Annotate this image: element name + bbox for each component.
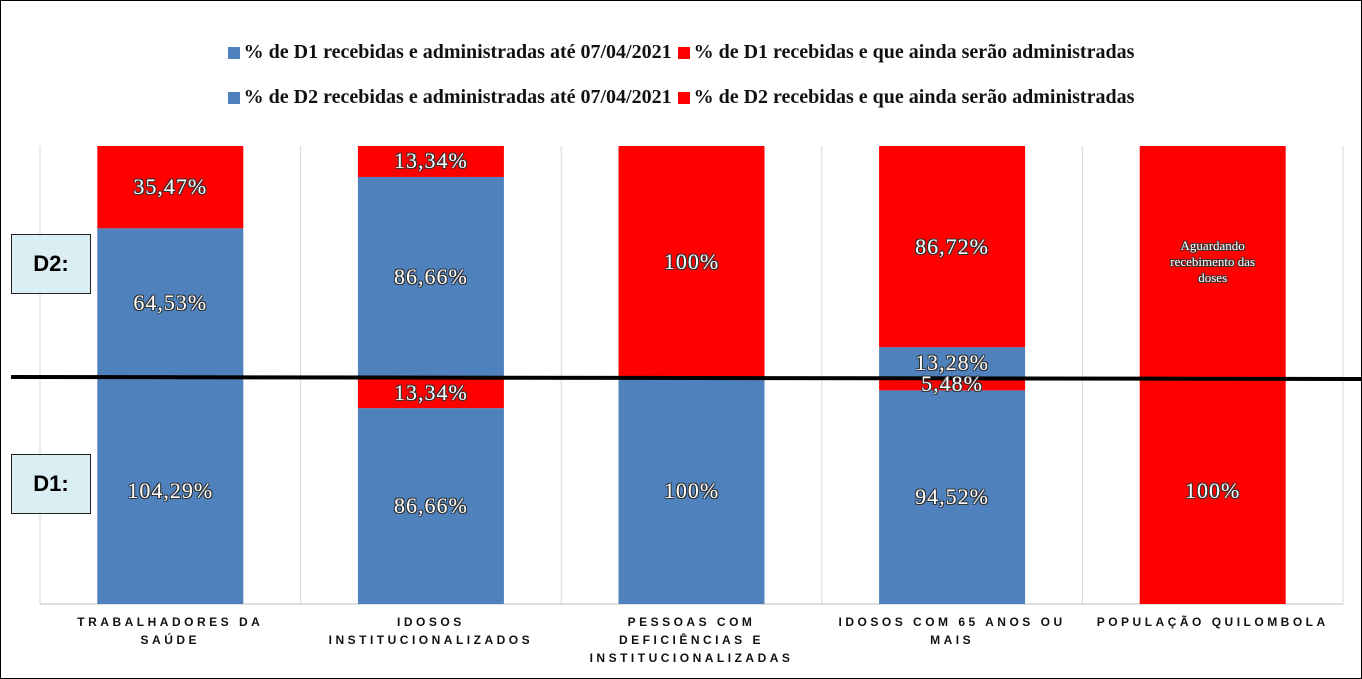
panel-label: D2:	[11, 234, 91, 294]
legend-swatch	[677, 91, 690, 104]
bar-segment	[879, 378, 1026, 391]
value-label: 86,66%	[393, 264, 468, 290]
legend: % de D1 recebidas e administradas até 07…	[1, 41, 1361, 64]
bar-segment	[97, 228, 244, 378]
bar-segment	[879, 347, 1026, 378]
legend-item: % de D2 recebidas e que ainda serão admi…	[677, 86, 1135, 109]
legend-swatch	[227, 91, 240, 104]
panel-bars	[97, 378, 1286, 604]
value-label: 100%	[663, 478, 720, 503]
bar-segment	[879, 146, 1026, 348]
panel-label: D1:	[11, 454, 91, 514]
value-label: 100%	[663, 249, 720, 274]
bar-segment	[618, 378, 765, 604]
value-label: 13,28%	[915, 349, 989, 375]
bar-segment	[97, 146, 244, 229]
value-label: 86,72%	[915, 233, 989, 259]
value-label: 13,34%	[393, 380, 468, 406]
bar-segment	[618, 146, 765, 378]
x-tick-label: IDOSOS COM 65 ANOS OU MAIS	[838, 615, 1066, 647]
value-label: 104,29%	[127, 478, 214, 503]
bar-segment	[1139, 146, 1286, 378]
legend-swatch	[227, 46, 240, 59]
legend-text: % de D2 recebidas e que ainda serão admi…	[693, 86, 1135, 108]
panel-bars	[97, 146, 1286, 378]
value-label: 86,66%	[393, 493, 468, 519]
x-tick-label: POPULAÇÃO QUILOMBOLA	[1096, 615, 1329, 629]
bar-segment	[879, 390, 1026, 604]
legend-text: % de D1 recebidas e administradas até 07…	[243, 41, 672, 63]
bar-segment	[1139, 378, 1286, 604]
legend: % de D2 recebidas e administradas até 07…	[1, 86, 1361, 109]
legend-swatch	[677, 46, 690, 59]
legend-item: % de D1 recebidas e administradas até 07…	[227, 41, 672, 64]
value-label: 13,34%	[393, 148, 468, 174]
value-label: 35,47%	[133, 174, 208, 200]
value-label: 64,53%	[133, 290, 208, 316]
x-tick-label: PESSOAS COM DEFICIÊNCIAS E INSTITUCIONAL…	[589, 615, 794, 665]
bar-segment	[357, 408, 504, 604]
legend-text: % de D2 recebidas e administradas até 07…	[243, 86, 672, 108]
bar-segment	[97, 378, 244, 604]
bar-segment	[357, 146, 504, 177]
legend-item: % de D2 recebidas e administradas até 07…	[227, 86, 672, 109]
value-label: 5,48%	[921, 371, 983, 397]
legend-text: % de D1 recebidas e que ainda serão admi…	[693, 41, 1135, 63]
panel-divider	[10, 375, 1361, 381]
value-label: Aguardando recebimento das doses	[1170, 238, 1256, 285]
legend-item: % de D1 recebidas e que ainda serão admi…	[677, 41, 1135, 64]
x-tick-label: TRABALHADORES DA SAÚDE	[77, 615, 264, 647]
bar-segment	[357, 176, 504, 378]
x-tick-label: IDOSOS INSTITUCIONALIZADOS	[328, 615, 534, 647]
value-label: 100%	[1185, 478, 1241, 503]
value-label: 94,52%	[915, 484, 989, 510]
bar-segment	[357, 378, 504, 409]
